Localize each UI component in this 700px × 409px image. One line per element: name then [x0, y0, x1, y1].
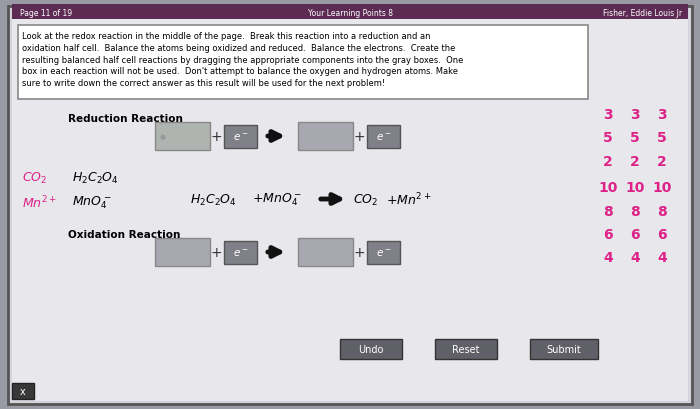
- Text: $e^-$: $e^-$: [232, 247, 248, 258]
- Text: Reset: Reset: [452, 344, 480, 354]
- Text: $CO_2$: $CO_2$: [22, 170, 47, 185]
- Text: x: x: [20, 386, 26, 396]
- Text: Submit: Submit: [547, 344, 582, 354]
- Text: 5: 5: [603, 131, 613, 145]
- Text: 3: 3: [603, 108, 612, 122]
- Text: $+ Mn^{2+}$: $+ Mn^{2+}$: [386, 191, 431, 208]
- Text: 6: 6: [630, 227, 640, 241]
- Text: 2: 2: [657, 155, 667, 169]
- Text: $Mn^{2+}$: $Mn^{2+}$: [22, 194, 57, 211]
- FancyBboxPatch shape: [12, 10, 688, 401]
- FancyBboxPatch shape: [298, 123, 353, 151]
- FancyBboxPatch shape: [298, 238, 353, 266]
- Text: 5: 5: [657, 131, 667, 145]
- Text: +: +: [354, 130, 365, 144]
- Text: Fisher, Eddie Louis Jr: Fisher, Eddie Louis Jr: [603, 9, 682, 18]
- Text: Reduction Reaction: Reduction Reaction: [68, 114, 183, 124]
- Text: 4: 4: [657, 250, 667, 264]
- Text: $e^-$: $e^-$: [376, 247, 391, 258]
- Text: 10: 10: [598, 180, 617, 195]
- Text: 2: 2: [603, 155, 613, 169]
- Text: $H_2C_2O_4$: $H_2C_2O_4$: [190, 192, 237, 207]
- Text: ●: ●: [160, 134, 166, 139]
- Text: +: +: [210, 245, 222, 259]
- FancyBboxPatch shape: [367, 126, 400, 148]
- Text: $e^-$: $e^-$: [232, 132, 248, 143]
- Text: Oxidation Reaction: Oxidation Reaction: [68, 229, 181, 239]
- Text: $H_2C_2O_4$: $H_2C_2O_4$: [72, 170, 119, 185]
- Text: Look at the redox reaction in the middle of the page.  Break this reaction into : Look at the redox reaction in the middle…: [22, 32, 463, 88]
- FancyBboxPatch shape: [224, 126, 257, 148]
- Text: 6: 6: [657, 227, 667, 241]
- FancyBboxPatch shape: [155, 238, 210, 266]
- Text: $e^-$: $e^-$: [376, 132, 391, 143]
- FancyBboxPatch shape: [435, 339, 497, 359]
- FancyBboxPatch shape: [340, 339, 402, 359]
- FancyBboxPatch shape: [8, 7, 692, 404]
- Text: Your Learning Points 8: Your Learning Points 8: [307, 9, 393, 18]
- FancyBboxPatch shape: [367, 241, 400, 264]
- Text: 10: 10: [625, 180, 645, 195]
- Text: 3: 3: [630, 108, 640, 122]
- Text: 2: 2: [630, 155, 640, 169]
- Text: 10: 10: [652, 180, 672, 195]
- FancyBboxPatch shape: [530, 339, 598, 359]
- Text: $MnO_4^-$: $MnO_4^-$: [72, 194, 111, 211]
- Text: $CO_2$: $CO_2$: [353, 192, 378, 207]
- Text: 8: 8: [630, 204, 640, 218]
- FancyBboxPatch shape: [155, 123, 210, 151]
- FancyBboxPatch shape: [224, 241, 257, 264]
- Text: 4: 4: [630, 250, 640, 264]
- Text: +: +: [354, 245, 365, 259]
- Text: $+ MnO_4^-$: $+ MnO_4^-$: [252, 191, 302, 208]
- Text: 8: 8: [603, 204, 613, 218]
- Text: Undo: Undo: [358, 344, 384, 354]
- FancyBboxPatch shape: [12, 5, 688, 20]
- Text: 3: 3: [657, 108, 667, 122]
- Text: 4: 4: [603, 250, 613, 264]
- Text: +: +: [210, 130, 222, 144]
- Text: 8: 8: [657, 204, 667, 218]
- Text: 5: 5: [630, 131, 640, 145]
- FancyBboxPatch shape: [12, 383, 34, 399]
- Text: 6: 6: [603, 227, 612, 241]
- FancyBboxPatch shape: [18, 26, 588, 100]
- Text: Page 11 of 19: Page 11 of 19: [20, 9, 72, 18]
